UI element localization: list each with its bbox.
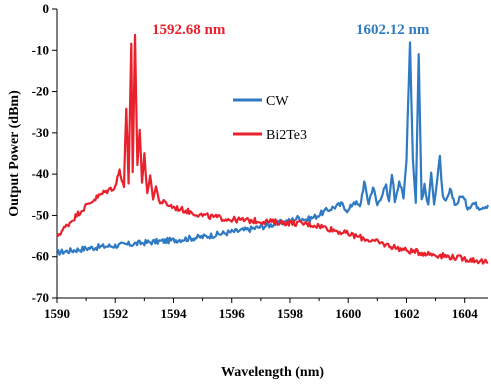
- y-tick-label: -20: [32, 84, 49, 99]
- legend-label-cw: CW: [266, 94, 289, 109]
- y-tick-label: -70: [32, 290, 49, 305]
- series-line-cw: [56, 41, 490, 256]
- series-line-bi2te3: [56, 33, 489, 265]
- legend-label-bi2te3: Bi2Te3: [266, 128, 307, 143]
- y-tick-label: -40: [32, 166, 49, 181]
- peak-annotation: 1592.68 nm: [152, 22, 226, 38]
- x-tick-label: 1596: [219, 306, 246, 321]
- x-tick-label: 1604: [452, 306, 479, 321]
- x-tick-label: 1590: [44, 306, 70, 321]
- x-tick-label: 1594: [160, 306, 187, 321]
- x-axis-title: Wavelength (nm): [221, 365, 324, 380]
- x-tick-label: 1592: [102, 306, 128, 321]
- x-tick-label: 1602: [393, 306, 419, 321]
- x-tick-label: 1598: [277, 306, 304, 321]
- y-tick-label: -50: [32, 207, 49, 222]
- y-axis-title: Output Power (dBm): [7, 90, 22, 217]
- y-tick-label: -30: [32, 125, 49, 140]
- legend: CW Bi2Te3: [233, 94, 307, 143]
- y-tick-label: 0: [43, 1, 50, 16]
- peak-annotation: 1602.12 nm: [356, 22, 430, 38]
- x-tick-label: 1600: [335, 306, 361, 321]
- annotations: 1592.68 nm 1602.12 nm: [152, 22, 430, 38]
- series-layer: [56, 33, 490, 265]
- y-tick-label: -10: [32, 42, 49, 57]
- y-tick-label: -60: [32, 249, 49, 264]
